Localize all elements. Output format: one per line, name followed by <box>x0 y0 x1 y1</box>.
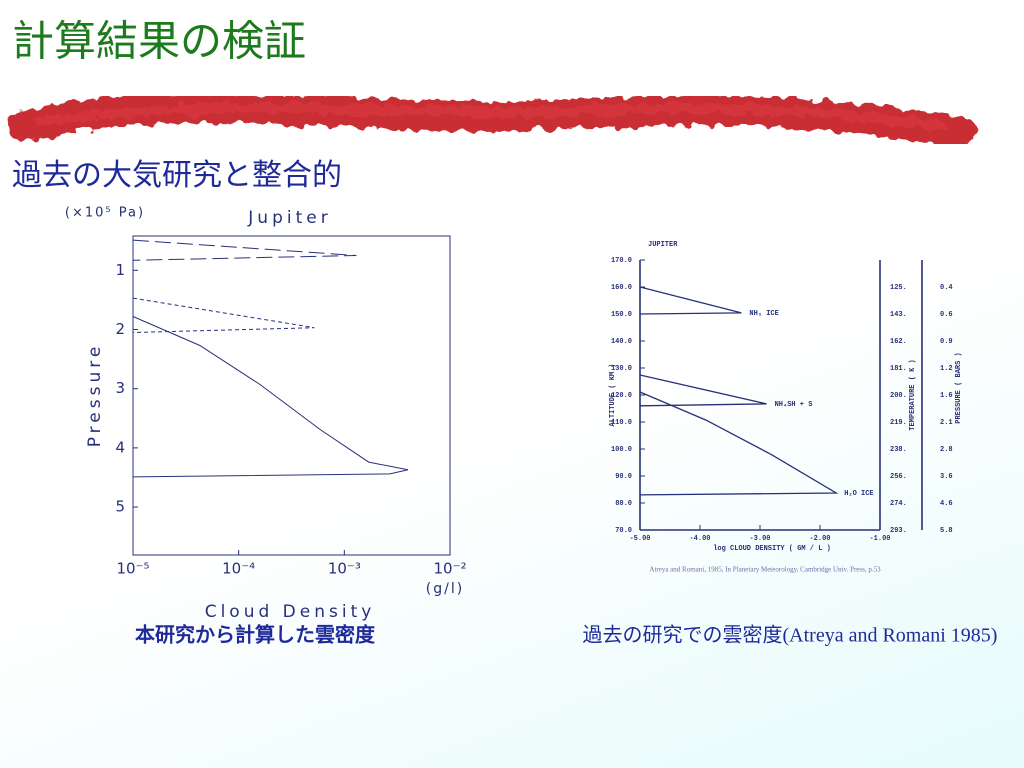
x-tick-label: 10⁻³ <box>328 560 361 578</box>
y3-tick-label: 0.9 <box>940 338 953 346</box>
chart-caption: 過去の研究での雲密度(Atreya and Romani 1985) <box>583 624 998 647</box>
x-unit: (g/l) <box>426 581 464 597</box>
x-tick-label: -2.00 <box>809 535 830 543</box>
series-line <box>132 239 357 261</box>
x-tick-label: 10⁻² <box>433 560 466 578</box>
y3-tick-label: 4.6 <box>940 500 953 508</box>
citation: Atreya and Romani, 1985, In Planetary Me… <box>649 566 881 574</box>
y-tick-label: 130.0 <box>611 365 632 373</box>
y-tick-label: 5 <box>115 498 125 516</box>
y3-tick-label: 0.6 <box>940 311 953 319</box>
y2-tick-label: 219. <box>890 419 907 427</box>
y-tick-label: 3 <box>115 379 125 397</box>
x-axis-label: log CLOUD DENSITY ( GM / L ) <box>713 545 831 553</box>
x-tick-label: -3.00 <box>749 535 770 543</box>
y2-tick-label: 200. <box>890 392 907 400</box>
slide-title: 計算結果の検証 <box>12 20 306 66</box>
x-tick-label: -1.00 <box>869 535 890 543</box>
y3-tick-label: 0.4 <box>940 284 953 292</box>
y3-axis-label: PRESSURE ( BARS ) <box>955 352 963 423</box>
y2-tick-label: 238. <box>890 446 907 454</box>
y3-tick-label: 2.1 <box>940 419 953 427</box>
y3-tick-label: 5.8 <box>940 527 953 535</box>
y3-tick-label: 2.8 <box>940 446 953 454</box>
y3-tick-label: 1.2 <box>940 365 953 373</box>
x-axis-label: Cloud Density <box>205 602 376 622</box>
series-line <box>639 374 767 407</box>
y-tick-label: 170.0 <box>611 257 632 265</box>
y-unit: (×10⁵ Pa) <box>65 206 145 221</box>
y-tick-label: 140.0 <box>611 338 632 346</box>
x-tick-label: 10⁻⁴ <box>222 560 255 578</box>
series-label: H₂O ICE <box>844 490 873 498</box>
y2-tick-label: 274. <box>890 500 907 508</box>
y2-axis-label: TEMPERATURE ( K ) <box>909 359 917 430</box>
brush-stroke <box>7 93 977 147</box>
series-line <box>132 297 315 333</box>
y-tick-label: 100.0 <box>611 446 632 454</box>
series-label: NH₄SH + S <box>775 401 813 409</box>
chart-title: JUPITER <box>648 241 678 249</box>
series-label: NH₃ ICE <box>749 310 778 318</box>
slide-subtitle: 過去の大気研究と整合的 <box>12 159 342 192</box>
y2-tick-label: 256. <box>890 473 907 481</box>
series-line <box>132 316 409 478</box>
y-tick-label: 2 <box>115 320 125 338</box>
y3-tick-label: 3.6 <box>940 473 953 481</box>
x-tick-label: -5.00 <box>629 535 650 543</box>
y-tick-label: 120.0 <box>611 392 632 400</box>
y2-tick-label: 162. <box>890 338 907 346</box>
y2-tick-label: 293. <box>890 527 907 535</box>
y3-tick-label: 1.6 <box>940 392 953 400</box>
chart-title: Jupiter <box>247 208 331 228</box>
y-tick-label: 70.0 <box>615 527 632 535</box>
y2-tick-label: 143. <box>890 311 907 319</box>
y-axis-label: Pressure <box>85 343 105 448</box>
y-tick-label: 160.0 <box>611 284 632 292</box>
y-tick-label: 4 <box>115 438 125 456</box>
y-tick-label: 90.0 <box>615 473 632 481</box>
y2-tick-label: 181. <box>890 365 907 373</box>
series-line <box>639 391 839 496</box>
y-axis-label: ALTITUDE ( KM ) <box>609 363 617 426</box>
plot-frame <box>132 235 451 556</box>
x-tick-label: 10⁻⁵ <box>116 560 149 578</box>
y-tick-label: 150.0 <box>611 311 632 319</box>
x-tick-label: -4.00 <box>689 535 710 543</box>
y-tick-label: 110.0 <box>611 419 632 427</box>
y2-tick-label: 125. <box>890 284 907 292</box>
chart-caption: 本研究から計算した雲密度 <box>135 623 376 647</box>
series-line <box>639 286 742 315</box>
y-tick-label: 1 <box>115 261 125 279</box>
y-tick-label: 80.0 <box>615 500 632 508</box>
